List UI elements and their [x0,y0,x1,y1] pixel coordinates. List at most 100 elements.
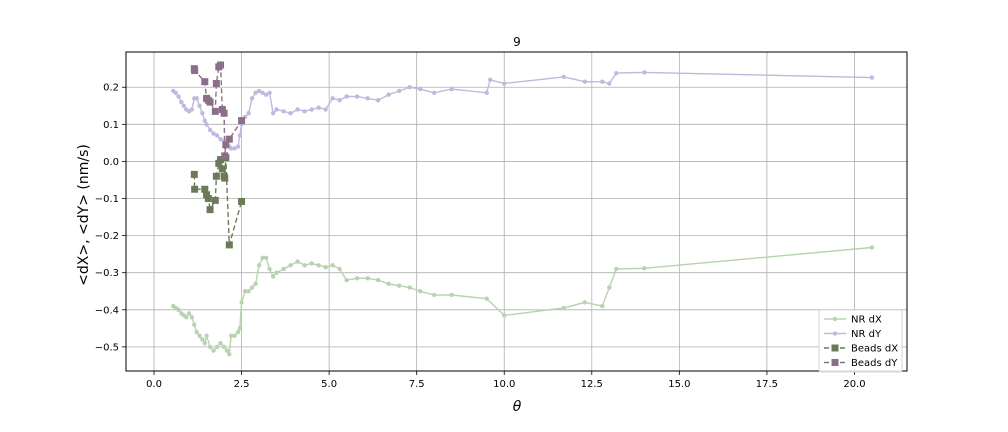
x-axis-title: θ [513,399,522,415]
data-point [295,259,300,264]
data-point [600,303,605,309]
data-point [344,277,349,283]
data-point [614,70,619,76]
x-tick-label: 17.5 [756,379,778,390]
data-point [295,107,300,112]
data-point [309,261,314,266]
data-point [211,196,219,204]
data-point [386,92,391,97]
data-point [203,191,211,199]
data-point [274,270,279,275]
data-point [614,266,619,272]
x-tick-label: 10.0 [493,379,515,390]
data-point [309,107,314,112]
data-point [217,61,225,69]
data-point [607,285,612,290]
data-point [449,86,454,92]
data-point [561,305,566,311]
data-point [207,127,213,133]
data-point [186,311,192,316]
data-point [190,170,198,178]
legend-swatch-marker [832,316,838,322]
data-point [869,245,875,250]
data-point [396,88,402,94]
legend-swatch-marker [832,331,838,336]
data-point [288,263,293,268]
data-point [288,111,293,116]
data-point [270,274,276,279]
data-point [228,146,234,151]
data-point [488,77,493,83]
data-point [449,292,454,298]
data-point [869,75,875,80]
legend-box [818,309,903,373]
series-line-beads-dy [193,63,243,156]
axis-ticks: 0.0 2.5 5.0 7.5 10.0 12.5 15.0 17.5 20.0 −0.5 −0.4… [95,83,866,390]
legend-item-nr-dy: NR dY [824,329,882,340]
data-point [253,281,258,287]
data-point [502,81,507,86]
data-point [200,111,205,116]
data-point [396,283,402,288]
data-point [600,79,605,84]
data-point [235,329,241,335]
data-point [201,78,209,86]
legend-item-beads-dy: Beads dY [824,358,898,369]
legend-label: Beads dY [851,358,898,369]
y-tick-label: 0.0 [103,157,119,168]
data-point [407,85,412,90]
x-tick-label: 7.5 [409,379,425,390]
y-tick-label: −0.4 [95,305,119,316]
data-point [484,90,489,96]
data-point [502,313,507,318]
data-point [263,255,269,261]
data-point [212,80,220,88]
x-tick-label: 15.0 [668,379,690,390]
data-point [582,300,587,305]
data-point [337,98,342,103]
data-point [561,74,566,80]
data-point [249,96,255,101]
data-point [431,292,437,298]
data-point [375,98,381,103]
data-point [215,159,223,167]
data-point [202,340,208,346]
data-point [281,109,286,114]
y-axis-title: <dX>, <dY> (nm/s) [76,144,92,286]
data-point [176,307,181,312]
data-point [270,111,276,116]
data-point [232,333,237,338]
legend-item-beads-dx: Beads dX [824,344,898,355]
data-point [238,117,246,125]
data-point [191,67,199,75]
data-point [407,285,412,290]
y-tick-label: −0.3 [95,268,119,279]
y-tick-label: −0.1 [95,194,119,205]
data-point [344,94,349,99]
data-point [214,344,220,350]
y-tick-label: −0.5 [95,342,119,353]
data-point [607,81,612,86]
data-point [337,266,342,272]
data-point [184,315,189,320]
data-point [242,289,248,294]
series-nr-dx [171,245,875,357]
data-point [260,255,265,261]
data-point [197,103,202,108]
data-point [189,107,195,112]
data-point [206,98,214,106]
data-point [214,133,220,138]
series-layer [171,61,875,357]
data-point [218,165,226,173]
y-tick-label: 0.2 [103,83,119,94]
data-point [354,276,360,281]
data-point [200,337,205,342]
legend-item-nr-dx: NR dX [824,315,882,326]
data-point [237,133,243,138]
data-point [302,109,307,114]
data-point [484,296,489,301]
data-point [274,107,279,112]
data-point [354,94,360,99]
legend: NR dX NR dY Beads dX Beads dY [818,309,903,373]
